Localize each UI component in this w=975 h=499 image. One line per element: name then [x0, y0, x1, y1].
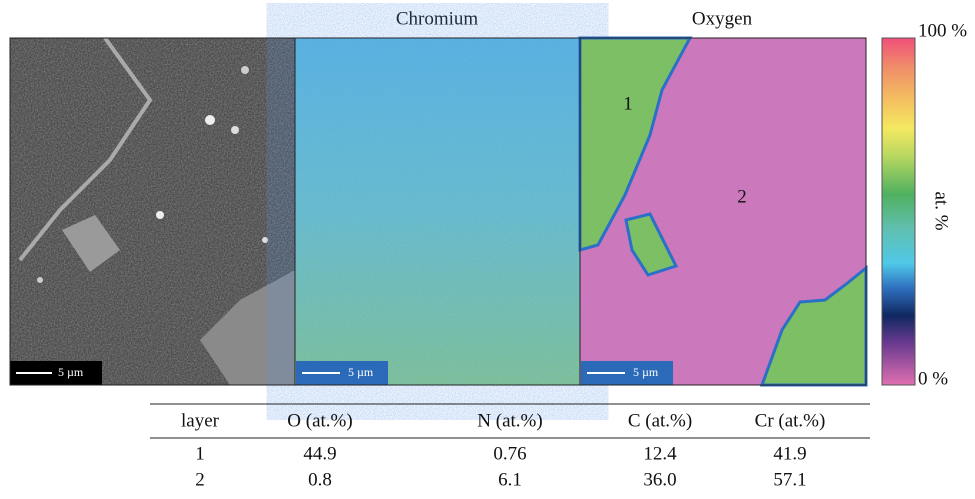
table-header: Cr (at.%)	[755, 410, 826, 431]
table-header: N (at.%)	[477, 410, 542, 431]
table-cell: 41.9	[773, 443, 806, 464]
table-cell: 1	[195, 443, 205, 464]
table-cell: 57.1	[773, 469, 806, 490]
colorbar-bottom-label: 0 %	[918, 368, 948, 389]
region-label: 2	[737, 186, 747, 207]
table-header: C (at.%)	[628, 410, 692, 431]
table-cell: 44.9	[303, 443, 336, 464]
table-cell: 6.1	[498, 469, 522, 490]
table-cell: 0.76	[493, 443, 526, 464]
colorbar-top-label: 100 %	[918, 20, 967, 41]
chromium-panel: Chromium 5 µm	[295, 8, 580, 385]
scale-bar-label: 5 µm	[633, 365, 659, 379]
sem-panel: 5 µm	[10, 38, 295, 385]
colorbar: 100 % 0 % at. %	[882, 20, 967, 389]
panel-title: Chromium	[396, 8, 479, 29]
scale-bar-label: 5 µm	[348, 365, 374, 379]
figure: 5 µm Chromium 5 µm Oxygen 1 2 5 µm 100 %…	[0, 0, 975, 494]
table-header: O (at.%)	[287, 410, 352, 431]
table-cell: 36.0	[643, 469, 676, 490]
region-label: 1	[623, 93, 633, 114]
table-cell: 12.4	[643, 443, 677, 464]
table-cell: 2	[195, 469, 205, 490]
panel-title: Oxygen	[692, 8, 753, 29]
colorbar-axis-label: at. %	[931, 191, 952, 230]
scale-bar-label: 5 µm	[58, 365, 84, 379]
table: layer O (at.%) N (at.%) C (at.%) Cr (at.…	[150, 404, 870, 490]
oxygen-panel: Oxygen 1 2 5 µm	[580, 8, 866, 385]
table-cell: 0.8	[308, 469, 332, 490]
table-header: layer	[181, 410, 220, 431]
